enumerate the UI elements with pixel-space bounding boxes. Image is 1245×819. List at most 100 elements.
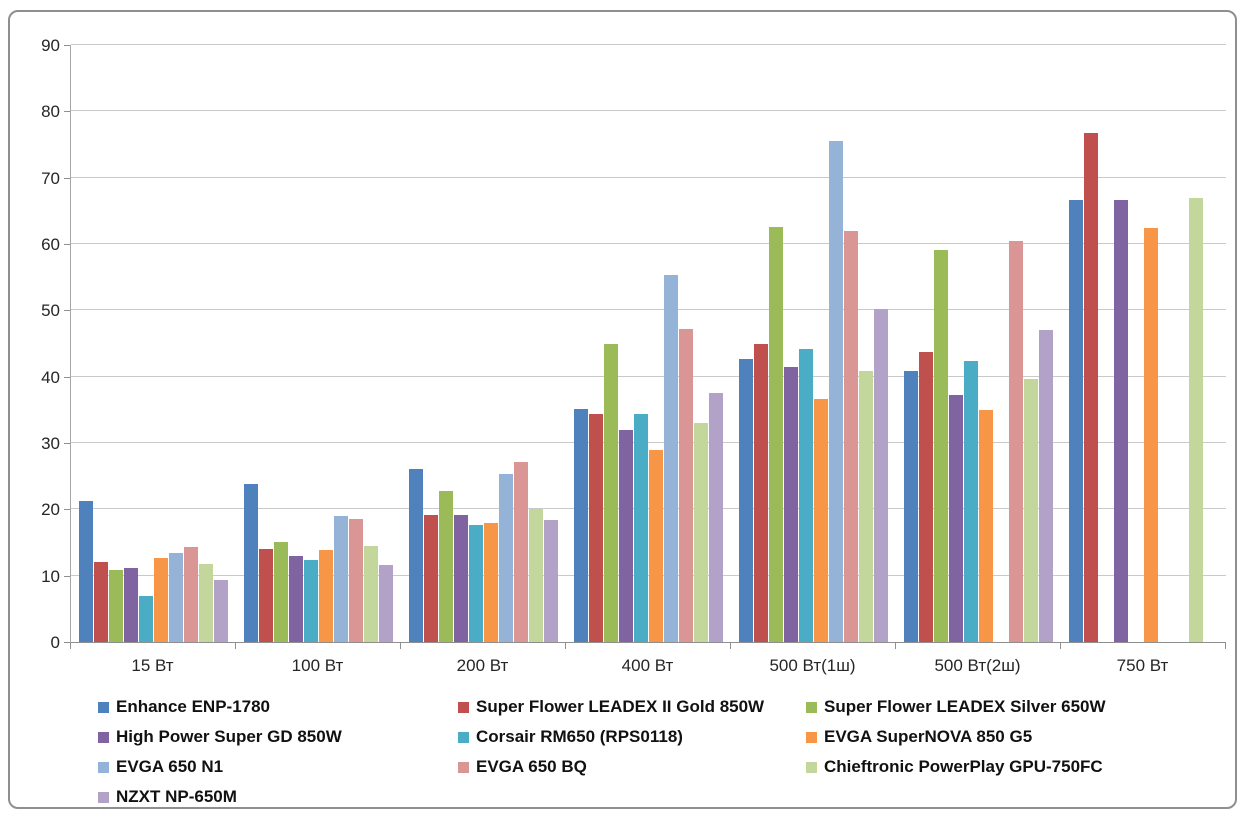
legend-color-marker (806, 701, 817, 713)
legend-color-marker (806, 731, 817, 743)
bar (184, 547, 198, 642)
bar (364, 545, 378, 642)
y-axis-tick (64, 642, 70, 643)
bar (619, 430, 633, 642)
bar (859, 370, 873, 642)
legend-color-marker (806, 761, 817, 773)
gridline (71, 44, 1226, 45)
gridline (71, 508, 1226, 510)
y-axis-tick (64, 575, 70, 577)
legend-label: EVGA 650 BQ (476, 757, 587, 776)
bar (664, 275, 678, 642)
y-axis-label: 50 (41, 301, 60, 321)
bar-group (401, 45, 566, 642)
x-axis-tick (1060, 643, 1061, 649)
bar (454, 514, 468, 642)
bar (484, 523, 498, 642)
legend-label: Super Flower LEADEX Silver 650W (824, 697, 1106, 716)
x-axis-category-label: 750 Вт (1116, 656, 1169, 675)
bar (529, 508, 543, 642)
bar (604, 343, 618, 642)
bar (1069, 199, 1083, 642)
legend-item: EVGA 650 N1 (98, 757, 458, 777)
bar (769, 227, 783, 642)
bar (514, 461, 528, 642)
x-axis-tick (565, 643, 566, 649)
bar-group (236, 45, 401, 642)
bar (754, 343, 768, 642)
bar (244, 484, 258, 642)
gridline (71, 375, 1226, 377)
bar (694, 423, 708, 642)
legend-item: EVGA SuperNOVA 850 G5 (806, 727, 1243, 747)
gridline (71, 309, 1226, 311)
legend-item: Corsair RM650 (RPS0118) (458, 727, 806, 747)
bar (919, 352, 933, 642)
gridline (71, 176, 1226, 178)
y-axis-tick (64, 177, 70, 179)
y-axis-label: 20 (41, 500, 60, 520)
bar (199, 564, 213, 642)
bar (649, 449, 663, 642)
x-axis-tick (400, 643, 401, 649)
legend-item: Super Flower LEADEX II Gold 850W (458, 697, 806, 717)
gridline (71, 110, 1226, 112)
bar (574, 408, 588, 642)
bar (589, 413, 603, 642)
bar (1084, 133, 1098, 642)
bar (214, 579, 228, 642)
bar (1009, 241, 1023, 642)
y-axis-tick (64, 244, 70, 245)
x-axis-tick (70, 643, 71, 649)
y-axis-label: 80 (41, 102, 60, 122)
bar (904, 371, 918, 642)
bar (1114, 200, 1128, 642)
gridline (71, 243, 1226, 244)
bar (109, 569, 123, 642)
bar (274, 541, 288, 642)
x-axis-tick (730, 643, 731, 649)
bar (844, 231, 858, 642)
x-axis-category-label: 500 Вт(2ш) (934, 656, 1021, 675)
bar (1024, 379, 1038, 642)
bar (1039, 330, 1053, 642)
x-axis-category-label: 200 Вт (456, 656, 509, 675)
legend-item: Enhance ENP-1780 (98, 697, 458, 717)
legend-label: EVGA SuperNOVA 850 G5 (824, 727, 1033, 746)
y-axis-tick (64, 111, 70, 113)
legend-color-marker (98, 731, 109, 743)
y-axis-label: 0 (50, 633, 60, 652)
plot-area (70, 44, 1226, 643)
bar (379, 565, 393, 642)
legend-label: EVGA 650 N1 (116, 757, 224, 776)
bar (319, 549, 333, 642)
y-axis-label: 70 (41, 168, 60, 188)
bar (439, 490, 453, 642)
legend: Enhance ENP-1780 Super Flower LEADEX II G… (98, 692, 1243, 812)
bar (124, 567, 138, 642)
bar (709, 392, 723, 642)
bar (499, 473, 513, 642)
bar (634, 413, 648, 642)
bar (169, 553, 183, 642)
bar-group (731, 45, 896, 642)
y-axis-tick (64, 443, 70, 444)
legend-item: NZXT NP-650M (98, 787, 458, 807)
bar (814, 398, 828, 642)
legend-color-marker (458, 761, 469, 773)
bar (829, 140, 843, 642)
legend-item: Chieftronic PowerPlay GPU-750FC (806, 757, 1243, 777)
gridline (71, 574, 1226, 576)
bar-group (896, 45, 1061, 642)
y-axis-label: 90 (41, 36, 60, 55)
bar (964, 360, 978, 642)
x-axis-tick (895, 643, 896, 649)
legend-item: Super Flower LEADEX Silver 650W (806, 697, 1243, 717)
chart-frame: 0 10 20 30 40 50 60 70 80 90 15 Вт 100 Вт 200 Вт 400… (8, 10, 1237, 809)
bar (259, 549, 273, 642)
bar (544, 519, 558, 642)
y-axis-tick (64, 376, 70, 378)
bar (679, 328, 693, 642)
bar-groups (71, 45, 1226, 642)
